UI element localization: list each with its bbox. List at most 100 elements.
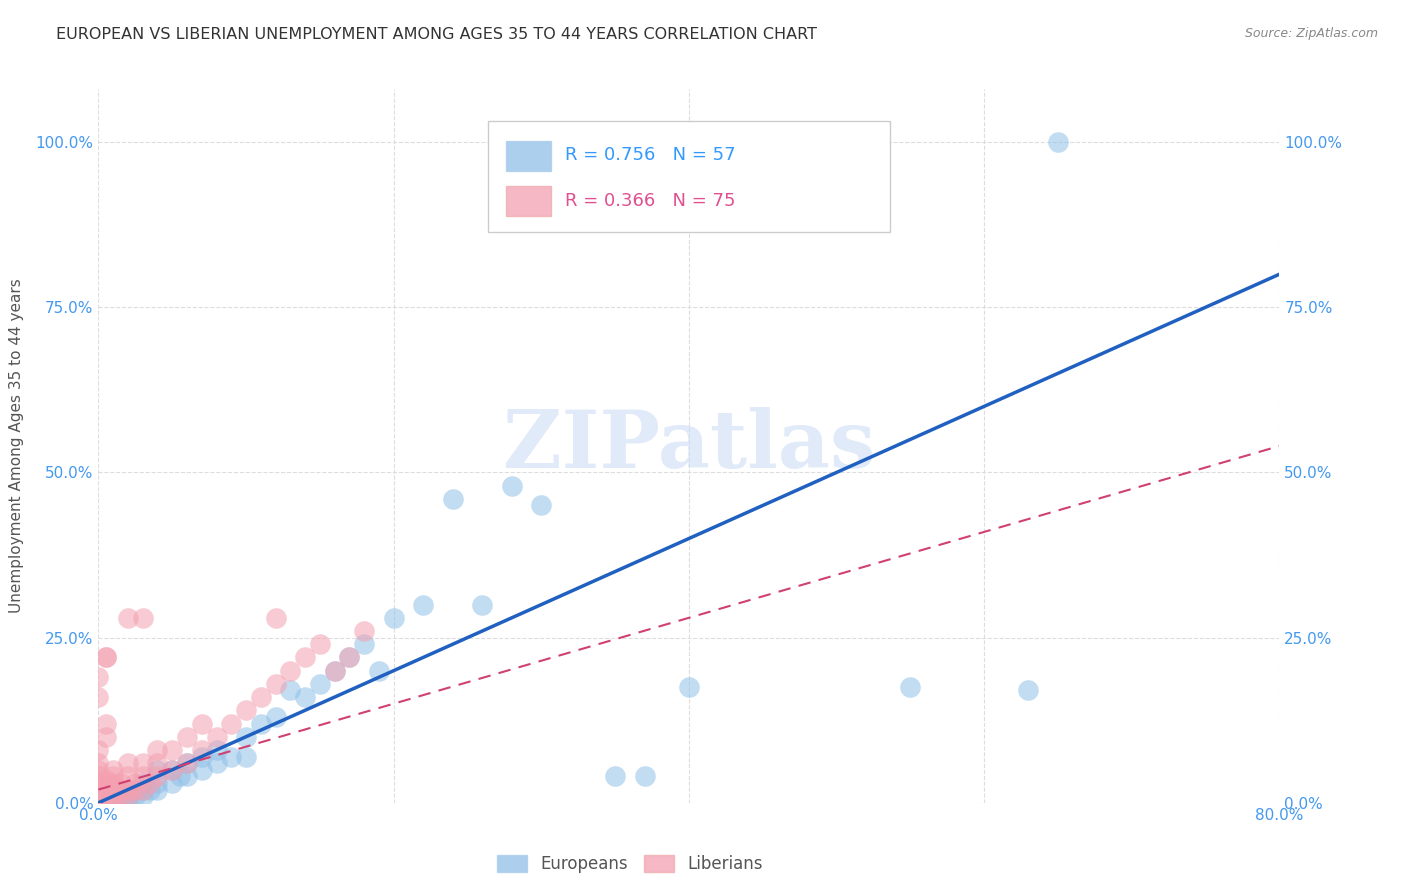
Point <box>146 743 169 757</box>
Point <box>146 769 169 783</box>
Point <box>382 611 405 625</box>
Point <box>87 786 110 800</box>
Point <box>264 710 287 724</box>
Point <box>353 637 375 651</box>
Point <box>162 763 183 777</box>
Point <box>94 792 117 806</box>
Point <box>94 772 117 787</box>
Point <box>219 716 242 731</box>
Point <box>191 763 214 777</box>
Point <box>139 782 162 797</box>
Point <box>94 776 117 790</box>
Point <box>87 756 110 771</box>
Point <box>309 677 332 691</box>
Point <box>110 782 132 797</box>
Point <box>132 769 155 783</box>
Text: Source: ZipAtlas.com: Source: ZipAtlas.com <box>1244 27 1378 40</box>
Point <box>309 637 332 651</box>
Point <box>117 789 139 804</box>
Point <box>87 789 110 804</box>
Point <box>103 786 125 800</box>
Point <box>132 782 155 797</box>
Point <box>1017 683 1039 698</box>
Point <box>235 749 257 764</box>
Point <box>117 782 139 797</box>
Point <box>900 680 922 694</box>
Point <box>110 789 132 804</box>
Point <box>94 789 117 804</box>
Point <box>87 763 110 777</box>
Point <box>191 716 214 731</box>
FancyBboxPatch shape <box>506 141 551 171</box>
Point <box>124 776 146 790</box>
Point <box>87 796 110 810</box>
Point <box>94 792 117 806</box>
Point <box>146 763 169 777</box>
Point <box>103 769 125 783</box>
Point <box>110 782 132 797</box>
Point <box>87 796 110 810</box>
Point <box>162 743 183 757</box>
Point <box>87 792 110 806</box>
Point <box>146 776 169 790</box>
Point <box>219 749 242 764</box>
Point <box>103 792 125 806</box>
Point <box>124 782 146 797</box>
Point <box>323 664 346 678</box>
Point <box>110 792 132 806</box>
Point <box>94 796 117 810</box>
Point <box>103 782 125 797</box>
Point <box>169 769 191 783</box>
Point <box>87 743 110 757</box>
Point <box>117 789 139 804</box>
Point <box>176 730 198 744</box>
Point <box>132 611 155 625</box>
Point <box>633 769 655 783</box>
Point <box>605 769 627 783</box>
Point <box>278 683 302 698</box>
Point <box>94 782 117 797</box>
Point <box>124 782 146 797</box>
Point <box>117 792 139 806</box>
Text: ZIPatlas: ZIPatlas <box>503 407 875 485</box>
Point <box>103 786 125 800</box>
Point <box>294 690 316 704</box>
Point <box>278 664 302 678</box>
Point <box>87 690 110 704</box>
Point <box>176 769 198 783</box>
Point <box>191 749 214 764</box>
Point <box>87 789 110 804</box>
Point <box>471 598 494 612</box>
Point <box>235 730 257 744</box>
Point <box>87 792 110 806</box>
Point <box>110 776 132 790</box>
Point <box>294 650 316 665</box>
Point <box>94 650 117 665</box>
Point <box>176 756 198 771</box>
Point <box>191 743 214 757</box>
Point <box>94 716 117 731</box>
Point <box>441 491 464 506</box>
Point <box>132 789 155 804</box>
Point <box>235 703 257 717</box>
Point <box>87 792 110 806</box>
Point <box>87 776 110 790</box>
Point <box>117 782 139 797</box>
Point <box>94 786 117 800</box>
Legend: Europeans, Liberians: Europeans, Liberians <box>491 848 769 880</box>
Text: R = 0.756   N = 57: R = 0.756 N = 57 <box>565 146 735 164</box>
Point <box>162 763 183 777</box>
FancyBboxPatch shape <box>488 121 890 232</box>
Point <box>87 776 110 790</box>
Point <box>368 664 391 678</box>
FancyBboxPatch shape <box>506 186 551 216</box>
Point <box>87 769 110 783</box>
Point <box>103 779 125 793</box>
Point <box>205 730 228 744</box>
Point <box>146 756 169 771</box>
Point <box>250 716 273 731</box>
Y-axis label: Unemployment Among Ages 35 to 44 years: Unemployment Among Ages 35 to 44 years <box>10 278 24 614</box>
Point <box>339 650 360 665</box>
Point <box>87 796 110 810</box>
Point <box>94 779 117 793</box>
